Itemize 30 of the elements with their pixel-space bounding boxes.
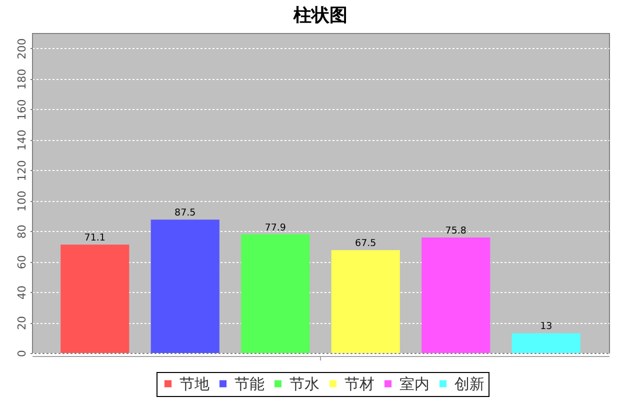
y-tick-label: 200 — [16, 38, 28, 60]
bar — [241, 234, 310, 353]
y-tick-label: 120 — [16, 160, 28, 182]
legend-label: 创新 — [454, 374, 484, 393]
y-tick-label: 160 — [16, 99, 28, 120]
legend-label: 节能 — [234, 374, 264, 393]
y-tick-label: 180 — [16, 68, 28, 90]
legend-label: 室内 — [400, 374, 430, 393]
y-tick-label: 100 — [16, 190, 28, 212]
y-tick-label: 140 — [16, 130, 28, 151]
y-tick-label: 20 — [16, 316, 28, 330]
data-label: 87.5 — [174, 208, 196, 219]
data-label: 77.9 — [264, 222, 286, 234]
data-label: 13 — [540, 321, 552, 332]
data-label: 71.1 — [84, 232, 106, 244]
legend-label: 节材 — [344, 374, 374, 393]
legend-label: 节水 — [290, 374, 320, 393]
y-tick-label: 60 — [16, 255, 28, 270]
bar — [331, 250, 400, 353]
data-label: 67.5 — [355, 238, 376, 250]
bar — [60, 244, 130, 353]
chart-title: 柱状图 — [292, 5, 348, 26]
bar — [512, 333, 580, 353]
bar — [150, 220, 220, 353]
y-tick-label: 80 — [16, 224, 28, 239]
y-tick-label: 0 — [16, 350, 28, 357]
y-tick-label: 40 — [16, 286, 28, 300]
data-label: 75.8 — [445, 225, 466, 236]
bar — [422, 237, 490, 353]
legend-label: 节地 — [180, 374, 210, 393]
